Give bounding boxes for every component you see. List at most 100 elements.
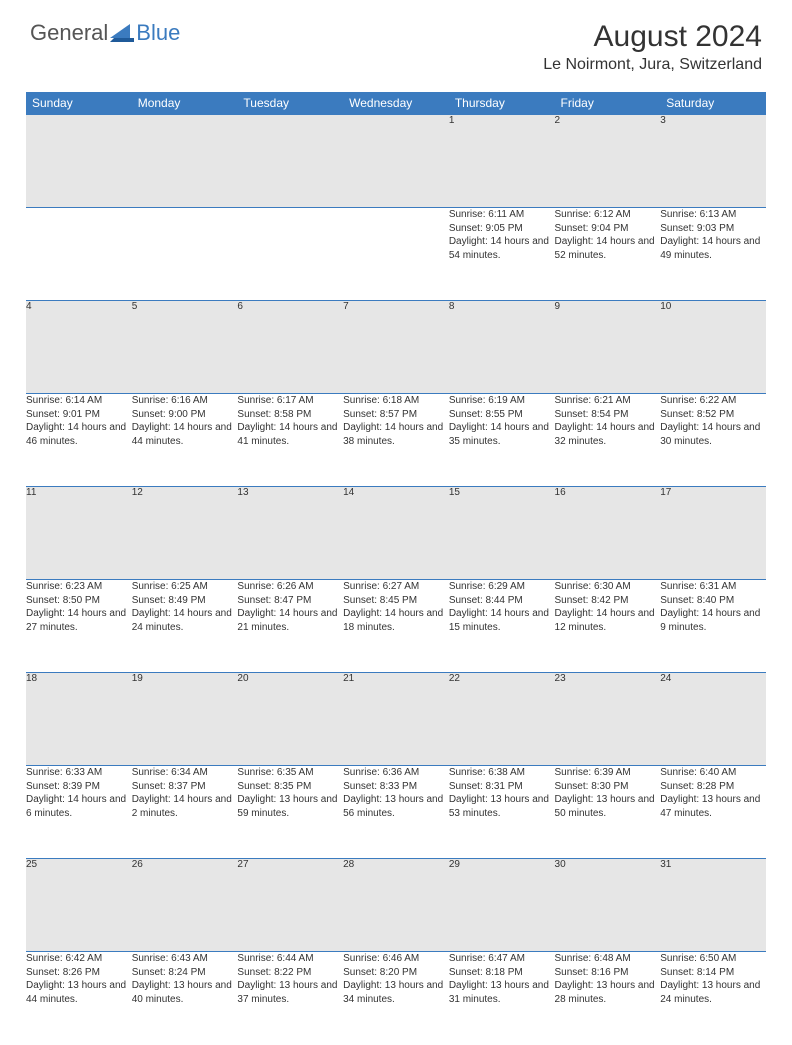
day-number: 26	[132, 859, 238, 952]
day-number: 15	[449, 487, 555, 580]
day-header: Wednesday	[343, 92, 449, 115]
daylight-text: Daylight: 14 hours and 35 minutes.	[449, 421, 555, 448]
day-number: 21	[343, 673, 449, 766]
sunset-text: Sunset: 8:33 PM	[343, 780, 449, 794]
sunset-text: Sunset: 9:04 PM	[555, 222, 661, 236]
sunset-text: Sunset: 8:28 PM	[660, 780, 766, 794]
day-number: 13	[237, 487, 343, 580]
day-header: Friday	[555, 92, 661, 115]
sunrise-text: Sunrise: 6:29 AM	[449, 580, 555, 594]
sunset-text: Sunset: 8:42 PM	[555, 594, 661, 608]
daylight-text: Daylight: 14 hours and 49 minutes.	[660, 235, 766, 262]
day-info: Sunrise: 6:47 AMSunset: 8:18 PMDaylight:…	[449, 952, 555, 1045]
sunrise-text: Sunrise: 6:48 AM	[555, 952, 661, 966]
sunset-text: Sunset: 8:47 PM	[237, 594, 343, 608]
sunrise-text: Sunrise: 6:11 AM	[449, 208, 555, 222]
sunset-text: Sunset: 8:58 PM	[237, 408, 343, 422]
daylight-text: Daylight: 13 hours and 59 minutes.	[237, 793, 343, 820]
day-info: Sunrise: 6:50 AMSunset: 8:14 PMDaylight:…	[660, 952, 766, 1045]
sunrise-text: Sunrise: 6:31 AM	[660, 580, 766, 594]
title-block: August 2024 Le Noirmont, Jura, Switzerla…	[543, 20, 762, 74]
logo-text-general: General	[30, 20, 108, 46]
day-info: Sunrise: 6:30 AMSunset: 8:42 PMDaylight:…	[555, 580, 661, 673]
sunrise-text: Sunrise: 6:16 AM	[132, 394, 238, 408]
day-number: 11	[26, 487, 132, 580]
day-number: 29	[449, 859, 555, 952]
daylight-text: Daylight: 13 hours and 34 minutes.	[343, 979, 449, 1006]
daynum-row: 123	[26, 115, 766, 208]
daylight-text: Daylight: 14 hours and 18 minutes.	[343, 607, 449, 634]
sunset-text: Sunset: 8:37 PM	[132, 780, 238, 794]
daylight-text: Daylight: 13 hours and 47 minutes.	[660, 793, 766, 820]
day-info: Sunrise: 6:46 AMSunset: 8:20 PMDaylight:…	[343, 952, 449, 1045]
day-number: 24	[660, 673, 766, 766]
daylight-text: Daylight: 14 hours and 30 minutes.	[660, 421, 766, 448]
day-number	[343, 115, 449, 208]
info-row: Sunrise: 6:11 AMSunset: 9:05 PMDaylight:…	[26, 208, 766, 301]
day-number: 19	[132, 673, 238, 766]
daylight-text: Daylight: 14 hours and 12 minutes.	[555, 607, 661, 634]
day-header: Thursday	[449, 92, 555, 115]
header: General Blue August 2024 Le Noirmont, Ju…	[0, 0, 792, 82]
sunrise-text: Sunrise: 6:42 AM	[26, 952, 132, 966]
sunrise-text: Sunrise: 6:12 AM	[555, 208, 661, 222]
day-info	[343, 208, 449, 301]
day-number: 1	[449, 115, 555, 208]
day-info: Sunrise: 6:25 AMSunset: 8:49 PMDaylight:…	[132, 580, 238, 673]
day-info: Sunrise: 6:34 AMSunset: 8:37 PMDaylight:…	[132, 766, 238, 859]
day-info	[237, 208, 343, 301]
daylight-text: Daylight: 13 hours and 28 minutes.	[555, 979, 661, 1006]
day-number: 6	[237, 301, 343, 394]
day-number: 2	[555, 115, 661, 208]
daylight-text: Daylight: 13 hours and 53 minutes.	[449, 793, 555, 820]
sunset-text: Sunset: 8:55 PM	[449, 408, 555, 422]
sunrise-text: Sunrise: 6:25 AM	[132, 580, 238, 594]
daylight-text: Daylight: 14 hours and 41 minutes.	[237, 421, 343, 448]
info-row: Sunrise: 6:14 AMSunset: 9:01 PMDaylight:…	[26, 394, 766, 487]
day-info: Sunrise: 6:17 AMSunset: 8:58 PMDaylight:…	[237, 394, 343, 487]
sunset-text: Sunset: 8:52 PM	[660, 408, 766, 422]
daylight-text: Daylight: 14 hours and 38 minutes.	[343, 421, 449, 448]
sunset-text: Sunset: 8:26 PM	[26, 966, 132, 980]
sunset-text: Sunset: 8:57 PM	[343, 408, 449, 422]
day-number: 31	[660, 859, 766, 952]
day-number: 22	[449, 673, 555, 766]
sunset-text: Sunset: 8:18 PM	[449, 966, 555, 980]
day-header-row: Sunday Monday Tuesday Wednesday Thursday…	[26, 92, 766, 115]
day-info: Sunrise: 6:44 AMSunset: 8:22 PMDaylight:…	[237, 952, 343, 1045]
daylight-text: Daylight: 13 hours and 31 minutes.	[449, 979, 555, 1006]
day-number: 28	[343, 859, 449, 952]
daynum-row: 11121314151617	[26, 487, 766, 580]
sunrise-text: Sunrise: 6:44 AM	[237, 952, 343, 966]
sunset-text: Sunset: 8:39 PM	[26, 780, 132, 794]
daylight-text: Daylight: 14 hours and 6 minutes.	[26, 793, 132, 820]
day-number: 12	[132, 487, 238, 580]
day-info: Sunrise: 6:42 AMSunset: 8:26 PMDaylight:…	[26, 952, 132, 1045]
sunset-text: Sunset: 9:05 PM	[449, 222, 555, 236]
logo-triangle-icon	[110, 24, 134, 42]
logo: General Blue	[30, 20, 180, 46]
sunrise-text: Sunrise: 6:35 AM	[237, 766, 343, 780]
sunrise-text: Sunrise: 6:47 AM	[449, 952, 555, 966]
day-number: 10	[660, 301, 766, 394]
sunrise-text: Sunrise: 6:43 AM	[132, 952, 238, 966]
day-info: Sunrise: 6:26 AMSunset: 8:47 PMDaylight:…	[237, 580, 343, 673]
calendar-table: Sunday Monday Tuesday Wednesday Thursday…	[26, 92, 766, 1045]
sunset-text: Sunset: 9:03 PM	[660, 222, 766, 236]
daylight-text: Daylight: 14 hours and 52 minutes.	[555, 235, 661, 262]
daylight-text: Daylight: 14 hours and 46 minutes.	[26, 421, 132, 448]
sunset-text: Sunset: 9:01 PM	[26, 408, 132, 422]
daylight-text: Daylight: 13 hours and 37 minutes.	[237, 979, 343, 1006]
daylight-text: Daylight: 14 hours and 32 minutes.	[555, 421, 661, 448]
sunrise-text: Sunrise: 6:46 AM	[343, 952, 449, 966]
sunrise-text: Sunrise: 6:26 AM	[237, 580, 343, 594]
day-info: Sunrise: 6:27 AMSunset: 8:45 PMDaylight:…	[343, 580, 449, 673]
sunset-text: Sunset: 8:14 PM	[660, 966, 766, 980]
day-number	[132, 115, 238, 208]
day-number: 16	[555, 487, 661, 580]
sunrise-text: Sunrise: 6:18 AM	[343, 394, 449, 408]
day-number: 14	[343, 487, 449, 580]
day-info: Sunrise: 6:39 AMSunset: 8:30 PMDaylight:…	[555, 766, 661, 859]
sunset-text: Sunset: 8:35 PM	[237, 780, 343, 794]
daylight-text: Daylight: 14 hours and 24 minutes.	[132, 607, 238, 634]
